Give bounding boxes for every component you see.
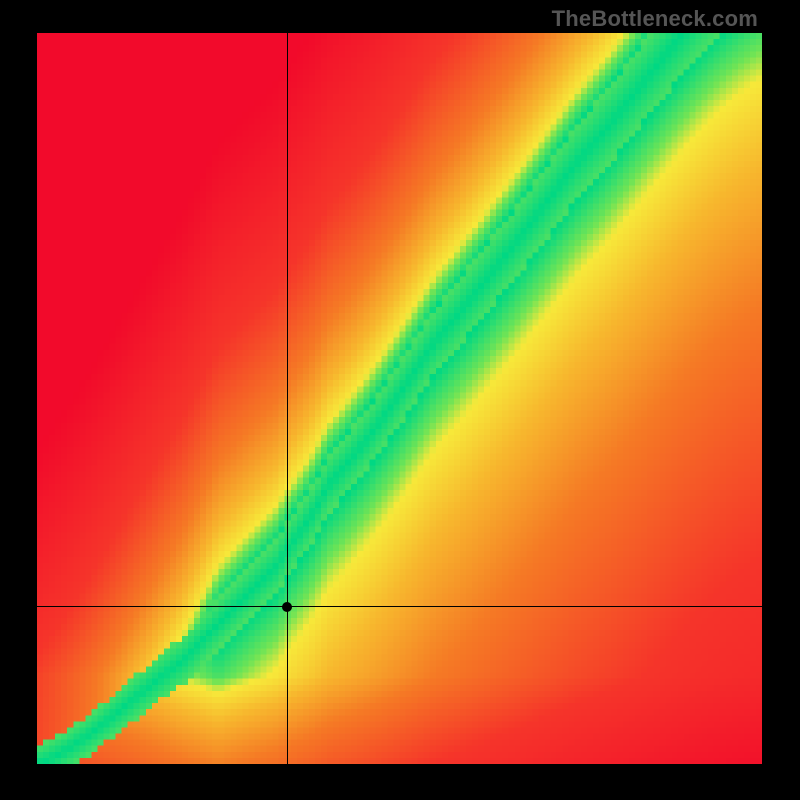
crosshair-marker-dot [282,602,292,612]
crosshair-horizontal [37,606,762,607]
crosshair-vertical [287,33,288,764]
bottleneck-heatmap [37,33,762,764]
watermark-text: TheBottleneck.com [552,6,758,32]
chart-frame: { "watermark": { "text": "TheBottleneck.… [0,0,800,800]
